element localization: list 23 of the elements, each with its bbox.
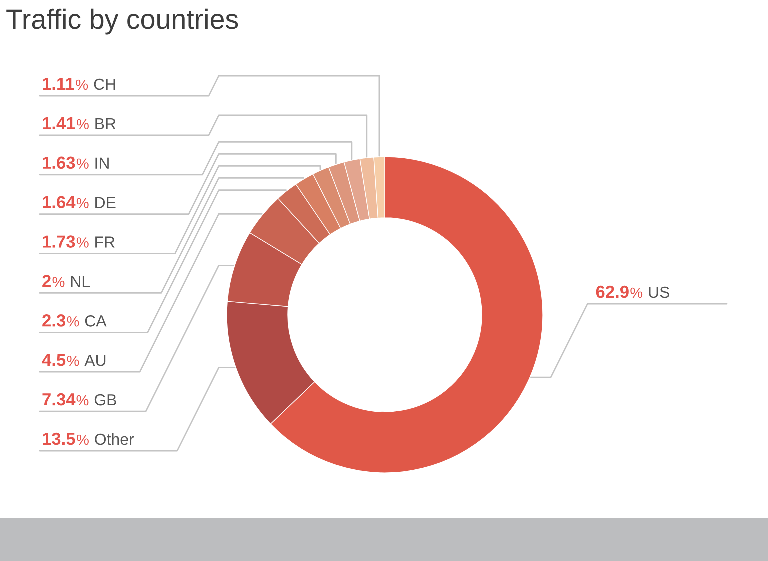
data-label: 4.5% <box>42 354 80 366</box>
slice-label: Other <box>95 433 134 446</box>
slice-label: CH <box>94 78 116 90</box>
data-label: 1.73% <box>43 236 89 248</box>
data-label: 1.64% <box>43 196 89 209</box>
data-label: 7.34% <box>42 393 89 406</box>
data-label: 13.5% <box>43 432 89 446</box>
data-label: 62.9% <box>596 286 643 298</box>
slice-label: FR <box>96 236 115 248</box>
chart-title: Traffic by countries <box>6 8 238 35</box>
data-label: 1.41% <box>43 118 89 130</box>
data-label: 1.11% <box>43 78 88 90</box>
slice-label: BR <box>96 118 116 130</box>
slice-label: DE <box>96 197 116 208</box>
slice-label: AU <box>84 355 106 366</box>
data-label: 2% <box>42 275 65 288</box>
slice-label: IN <box>96 158 109 169</box>
slice-label: US <box>649 286 670 298</box>
data-label: 1.63% <box>43 156 89 170</box>
slice-label: GB <box>94 394 116 406</box>
slice-label: CA <box>85 316 107 327</box>
slice-label: NL <box>71 276 90 288</box>
data-label: 2.3% <box>42 314 80 327</box>
